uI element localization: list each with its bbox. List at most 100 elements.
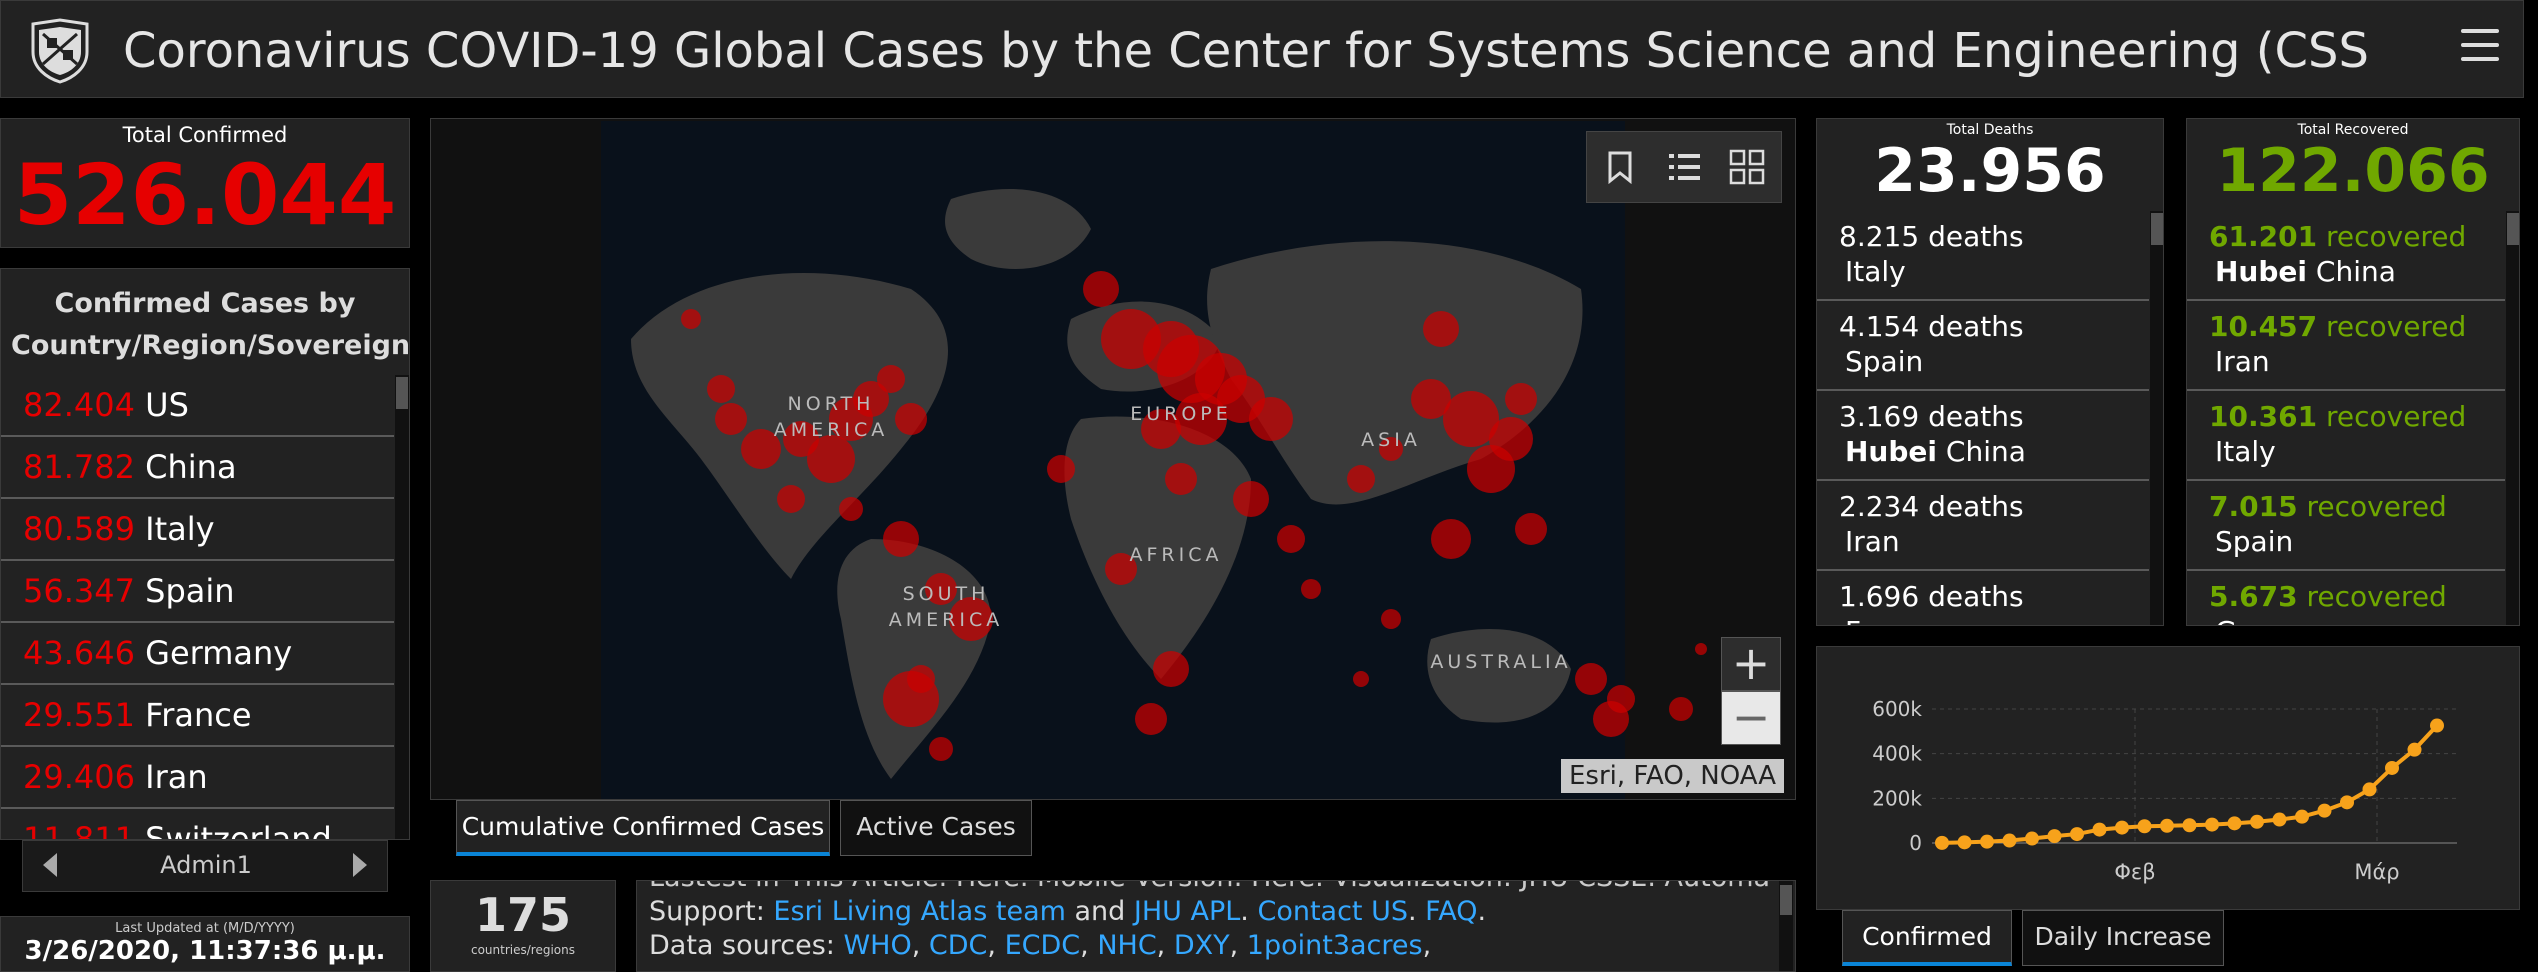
case-bubble[interactable] <box>1165 463 1197 495</box>
recovered-scroll-thumb[interactable] <box>2507 213 2519 245</box>
data-point[interactable] <box>1957 835 1972 850</box>
case-bubble[interactable] <box>1047 455 1075 483</box>
case-bubble[interactable] <box>1381 609 1401 629</box>
data-point[interactable] <box>2317 803 2332 818</box>
zoom-in-button[interactable]: + <box>1721 637 1781 691</box>
data-point[interactable] <box>2182 818 2197 833</box>
list-item[interactable]: 29.551 France <box>1 685 394 747</box>
list-item[interactable]: 4.154 deaths Spain <box>1817 301 2149 391</box>
deaths-scrollbar[interactable] <box>2150 211 2163 625</box>
source-1point3acres-link[interactable]: 1point3acres <box>1246 930 1423 961</box>
case-bubble[interactable] <box>1515 513 1547 545</box>
data-point[interactable] <box>2340 795 2354 810</box>
world-map[interactable]: NORTH AMERICA EUROPE ASIA AFRICA SOUTH A… <box>430 118 1796 800</box>
data-point[interactable] <box>1935 835 1949 850</box>
list-item[interactable]: 43.646 Germany <box>1 623 394 685</box>
tab-cumulative-confirmed[interactable]: Cumulative Confirmed Cases <box>456 800 830 856</box>
source-cdc-link[interactable]: CDC <box>928 930 988 961</box>
case-bubble[interactable] <box>1443 391 1499 447</box>
data-point[interactable] <box>2002 833 2017 848</box>
list-item[interactable]: 5.673 recovered Germany <box>2187 571 2505 625</box>
case-bubble[interactable] <box>1423 311 1459 347</box>
data-point[interactable] <box>2407 742 2422 757</box>
data-point[interactable] <box>2115 820 2129 835</box>
case-bubble[interactable] <box>1411 379 1451 419</box>
info-scrollbar[interactable] <box>1779 881 1793 971</box>
list-item[interactable]: 1.696 deaths France <box>1817 571 2149 625</box>
case-bubble[interactable] <box>883 671 939 727</box>
case-bubble[interactable] <box>925 573 957 605</box>
list-item[interactable]: 29.406 Iran <box>1 747 394 809</box>
recovered-scrollbar[interactable] <box>2506 211 2519 625</box>
tab-active-cases[interactable]: Active Cases <box>840 800 1032 856</box>
case-bubble[interactable] <box>1083 271 1119 307</box>
list-item[interactable]: 8.215 deaths Italy <box>1817 211 2149 301</box>
jhu-apl-link[interactable]: JHU APL <box>1133 896 1241 927</box>
source-ecdc-link[interactable]: ECDC <box>1004 930 1081 961</box>
faq-link[interactable]: FAQ <box>1425 896 1478 927</box>
list-item[interactable]: 10.457 recovered Iran <box>2187 301 2505 391</box>
list-item[interactable]: 56.347 Spain <box>1 561 394 623</box>
case-bubble[interactable] <box>877 365 905 393</box>
list-item[interactable]: 61.201 recovered Hubei China <box>2187 211 2505 301</box>
case-bubble[interactable] <box>949 597 993 641</box>
case-bubble[interactable] <box>1575 663 1607 695</box>
list-item[interactable]: 11.811 Switzerland <box>1 809 394 839</box>
tab-confirmed-chart[interactable]: Confirmed <box>1842 910 2012 966</box>
data-point[interactable] <box>2227 816 2242 831</box>
info-scroll-thumb[interactable] <box>1780 885 1792 915</box>
data-point[interactable] <box>2070 827 2084 842</box>
case-bubble[interactable] <box>1233 481 1269 517</box>
case-bubble[interactable] <box>777 485 805 513</box>
pager-prev-icon[interactable] <box>43 853 57 877</box>
list-item[interactable]: 3.169 deaths Hubei China <box>1817 391 2149 481</box>
case-bubble[interactable] <box>929 737 953 761</box>
case-bubble[interactable] <box>1135 703 1167 735</box>
case-bubble[interactable] <box>741 429 781 469</box>
case-bubble[interactable] <box>1141 409 1181 449</box>
hamburger-menu-icon[interactable] <box>2461 29 2499 65</box>
list-item[interactable]: 10.361 recovered Italy <box>2187 391 2505 481</box>
list-item[interactable]: 2.234 deaths Iran <box>1817 481 2149 571</box>
data-point[interactable] <box>2025 831 2039 846</box>
list-item[interactable]: 80.589 Italy <box>1 499 394 561</box>
case-bubble[interactable] <box>853 381 889 417</box>
data-point[interactable] <box>2362 782 2377 797</box>
case-bubble[interactable] <box>707 375 735 403</box>
tab-daily-increase[interactable]: Daily Increase <box>2022 910 2224 966</box>
data-point[interactable] <box>1980 834 1994 849</box>
source-nhc-link[interactable]: NHC <box>1097 930 1157 961</box>
contact-us-link[interactable]: Contact US <box>1257 896 1408 927</box>
case-bubble[interactable] <box>883 521 919 557</box>
list-item[interactable]: 82.404 US <box>1 375 394 437</box>
case-bubbles[interactable] <box>681 271 1707 761</box>
case-bubble[interactable] <box>1249 397 1293 441</box>
data-point[interactable] <box>2272 812 2287 827</box>
deaths-scroll-thumb[interactable] <box>2151 213 2163 245</box>
case-bubble[interactable] <box>1153 651 1189 687</box>
case-bubble[interactable] <box>895 403 927 435</box>
data-point[interactable] <box>2092 822 2107 837</box>
case-bubble[interactable] <box>1695 643 1707 655</box>
pager-next-icon[interactable] <box>353 853 367 877</box>
data-point[interactable] <box>2137 819 2152 834</box>
source-dxy-link[interactable]: DXY <box>1173 930 1230 961</box>
legend-list-icon[interactable] <box>1667 150 1703 184</box>
bookmark-icon[interactable] <box>1605 150 1635 184</box>
basemap-gallery-icon[interactable] <box>1729 149 1765 185</box>
data-point[interactable] <box>2385 760 2399 775</box>
zoom-out-button[interactable]: − <box>1721 691 1781 745</box>
data-point[interactable] <box>2250 814 2264 829</box>
case-bubble[interactable] <box>1175 393 1227 445</box>
esri-living-atlas-link[interactable]: Esri Living Atlas team <box>773 896 1066 927</box>
cases-line-chart[interactable]: 0 200k 400k 600k Φεβ Μάρ <box>1817 647 2520 910</box>
source-who-link[interactable]: WHO <box>843 930 912 961</box>
confirmed-list-scroll-thumb[interactable] <box>396 377 408 409</box>
case-bubble[interactable] <box>1353 671 1369 687</box>
case-bubble[interactable] <box>1669 697 1693 721</box>
case-bubble[interactable] <box>1593 701 1629 737</box>
case-bubble[interactable] <box>1505 383 1537 415</box>
data-point[interactable] <box>2205 817 2219 832</box>
case-bubble[interactable] <box>839 497 863 521</box>
case-bubble[interactable] <box>1379 437 1403 461</box>
